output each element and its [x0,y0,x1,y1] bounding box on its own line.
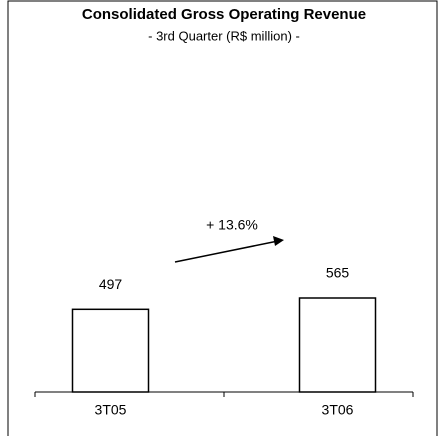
annotation: + 13.6% [206,217,258,233]
frame [7,0,438,436]
chart-title: Consolidated Gross Operating Revenue [82,6,366,23]
x-tick-label: 3T05 [95,402,127,418]
bar [71,308,150,393]
data-label: 497 [99,276,123,292]
arrow-head [273,236,284,246]
data-label: 565 [326,265,350,281]
x-tick-label: 3T06 [322,402,354,418]
bar [298,297,377,393]
arrow-line [174,240,279,263]
chart-subtitle: - 3rd Quarter (R$ million) - [148,28,300,43]
